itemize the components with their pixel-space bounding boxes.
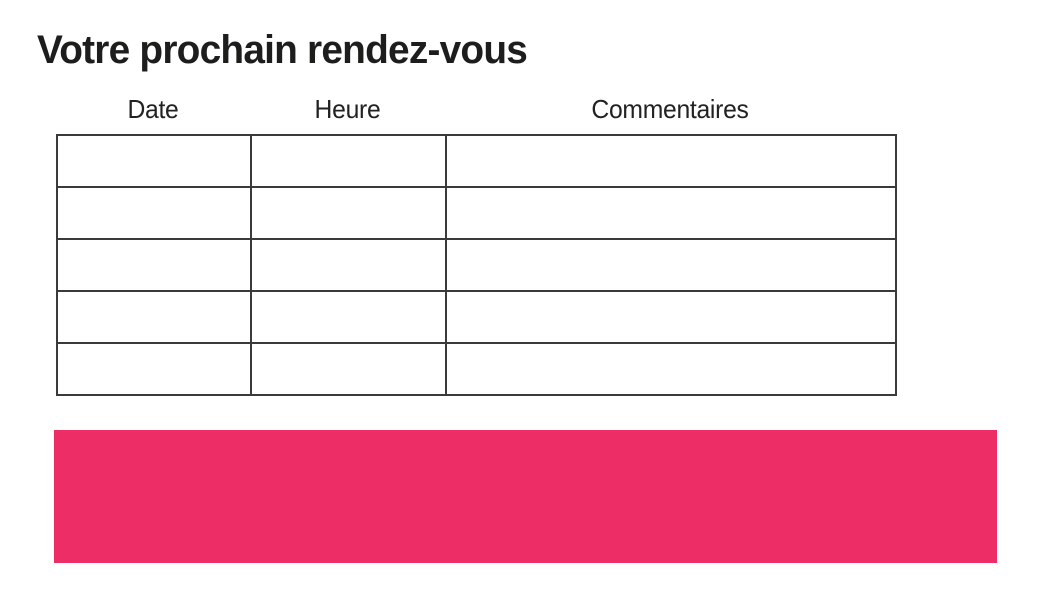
appointments-table <box>56 134 897 396</box>
column-header-heure: Heure <box>314 94 381 124</box>
table-row <box>56 342 897 396</box>
table-row <box>56 186 897 240</box>
cell-heure <box>250 290 447 344</box>
cell-commentaires <box>445 342 897 396</box>
cell-date <box>56 186 252 240</box>
pink-banner <box>54 430 997 563</box>
cell-heure <box>250 186 447 240</box>
cell-commentaires <box>445 186 897 240</box>
cell-commentaires <box>445 238 897 292</box>
cell-heure <box>250 238 447 292</box>
cell-date <box>56 134 252 188</box>
page-title: Votre prochain rendez-vous <box>37 28 528 72</box>
table-row <box>56 134 897 188</box>
cell-date <box>56 342 252 396</box>
table-header-row: Date Heure Commentaires <box>56 94 895 125</box>
cell-date <box>56 290 252 344</box>
cell-heure <box>250 342 447 396</box>
cell-date <box>56 238 252 292</box>
cell-heure <box>250 134 447 188</box>
cell-commentaires <box>445 134 897 188</box>
cell-commentaires <box>445 290 897 344</box>
table-row <box>56 290 897 344</box>
column-header-date: Date <box>127 94 179 124</box>
column-header-commentaires: Commentaires <box>591 94 749 124</box>
table-row <box>56 238 897 292</box>
